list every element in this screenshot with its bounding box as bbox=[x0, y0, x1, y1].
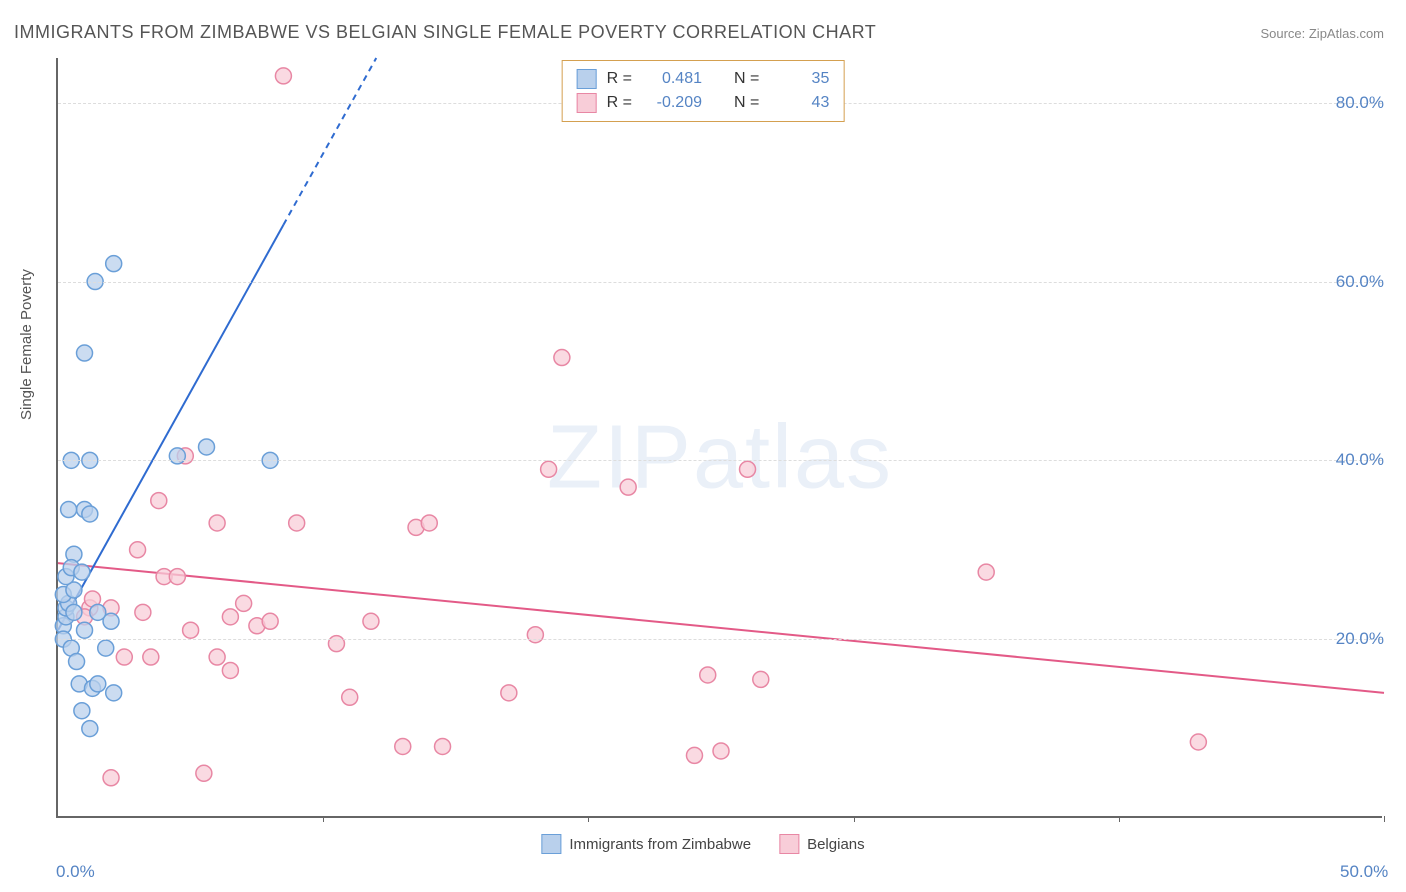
scatter-point bbox=[620, 479, 636, 495]
y-axis-label: Single Female Poverty bbox=[18, 269, 35, 420]
bottom-legend: Immigrants from Zimbabwe Belgians bbox=[541, 834, 864, 854]
scatter-point bbox=[82, 506, 98, 522]
scatter-point bbox=[262, 613, 278, 629]
scatter-point bbox=[61, 502, 77, 518]
scatter-point bbox=[435, 738, 451, 754]
scatter-point bbox=[77, 622, 93, 638]
scatter-point bbox=[106, 685, 122, 701]
scatter-point bbox=[103, 770, 119, 786]
scatter-point bbox=[130, 542, 146, 558]
scatter-point bbox=[106, 256, 122, 272]
series-b-r-value: -0.209 bbox=[642, 91, 702, 115]
scatter-point bbox=[151, 493, 167, 509]
scatter-point bbox=[289, 515, 305, 531]
scatter-point bbox=[421, 515, 437, 531]
scatter-point bbox=[753, 671, 769, 687]
y-tick-label: 20.0% bbox=[1336, 629, 1384, 649]
plot-area: ZIPatlas bbox=[56, 58, 1382, 818]
chart-title: IMMIGRANTS FROM ZIMBABWE VS BELGIAN SING… bbox=[14, 22, 876, 43]
scatter-point bbox=[82, 721, 98, 737]
scatter-point bbox=[90, 604, 106, 620]
scatter-point bbox=[98, 640, 114, 656]
legend-item-b: Belgians bbox=[779, 834, 865, 854]
series-b-stat-row: R = -0.209 N = 43 bbox=[577, 91, 830, 115]
series-a-label: Immigrants from Zimbabwe bbox=[569, 836, 751, 853]
scatter-point bbox=[90, 676, 106, 692]
correlation-legend-box: R = 0.481 N = 35 R = -0.209 N = 43 bbox=[562, 60, 845, 122]
x-tick-mark bbox=[1384, 816, 1385, 822]
legend-item-a: Immigrants from Zimbabwe bbox=[541, 834, 751, 854]
scatter-point bbox=[66, 604, 82, 620]
scatter-point bbox=[196, 765, 212, 781]
scatter-point bbox=[686, 747, 702, 763]
x-tick-label: 50.0% bbox=[1340, 862, 1388, 882]
r-label: R = bbox=[607, 91, 632, 115]
scatter-svg bbox=[58, 58, 1384, 818]
series-a-n-value: 35 bbox=[769, 67, 829, 91]
scatter-point bbox=[222, 609, 238, 625]
series-a-stat-row: R = 0.481 N = 35 bbox=[577, 67, 830, 91]
gridline bbox=[58, 639, 1382, 640]
scatter-point bbox=[554, 350, 570, 366]
scatter-point bbox=[395, 738, 411, 754]
scatter-point bbox=[978, 564, 994, 580]
series-b-swatch bbox=[779, 834, 799, 854]
y-tick-label: 80.0% bbox=[1336, 93, 1384, 113]
gridline bbox=[58, 460, 1382, 461]
series-a-r-value: 0.481 bbox=[642, 67, 702, 91]
scatter-point bbox=[541, 461, 557, 477]
r-label: R = bbox=[607, 67, 632, 91]
x-tick-mark bbox=[323, 816, 324, 822]
series-b-swatch bbox=[577, 93, 597, 113]
x-tick-mark bbox=[854, 816, 855, 822]
scatter-point bbox=[169, 569, 185, 585]
scatter-point bbox=[363, 613, 379, 629]
series-b-label: Belgians bbox=[807, 836, 865, 853]
y-tick-label: 60.0% bbox=[1336, 272, 1384, 292]
chart-container: IMMIGRANTS FROM ZIMBABWE VS BELGIAN SING… bbox=[0, 0, 1406, 892]
scatter-point bbox=[275, 68, 291, 84]
scatter-point bbox=[328, 636, 344, 652]
scatter-point bbox=[209, 649, 225, 665]
scatter-point bbox=[116, 649, 132, 665]
scatter-point bbox=[342, 689, 358, 705]
x-tick-mark bbox=[1119, 816, 1120, 822]
scatter-point bbox=[169, 448, 185, 464]
n-label: N = bbox=[734, 91, 759, 115]
scatter-point bbox=[135, 604, 151, 620]
scatter-point bbox=[1190, 734, 1206, 750]
scatter-point bbox=[183, 622, 199, 638]
n-label: N = bbox=[734, 67, 759, 91]
scatter-point bbox=[236, 595, 252, 611]
scatter-point bbox=[77, 345, 93, 361]
scatter-point bbox=[199, 439, 215, 455]
scatter-point bbox=[209, 515, 225, 531]
scatter-point bbox=[501, 685, 517, 701]
scatter-point bbox=[527, 627, 543, 643]
scatter-point bbox=[222, 662, 238, 678]
x-tick-label: 0.0% bbox=[56, 862, 95, 882]
scatter-point bbox=[740, 461, 756, 477]
scatter-point bbox=[143, 649, 159, 665]
scatter-point bbox=[700, 667, 716, 683]
series-a-swatch bbox=[577, 69, 597, 89]
source-label: Source: ZipAtlas.com bbox=[1260, 26, 1384, 41]
series-b-n-value: 43 bbox=[769, 91, 829, 115]
x-tick-mark bbox=[588, 816, 589, 822]
scatter-point bbox=[74, 703, 90, 719]
gridline bbox=[58, 282, 1382, 283]
y-tick-label: 40.0% bbox=[1336, 450, 1384, 470]
scatter-point bbox=[713, 743, 729, 759]
scatter-point bbox=[74, 564, 90, 580]
series-a-swatch bbox=[541, 834, 561, 854]
scatter-point bbox=[69, 654, 85, 670]
